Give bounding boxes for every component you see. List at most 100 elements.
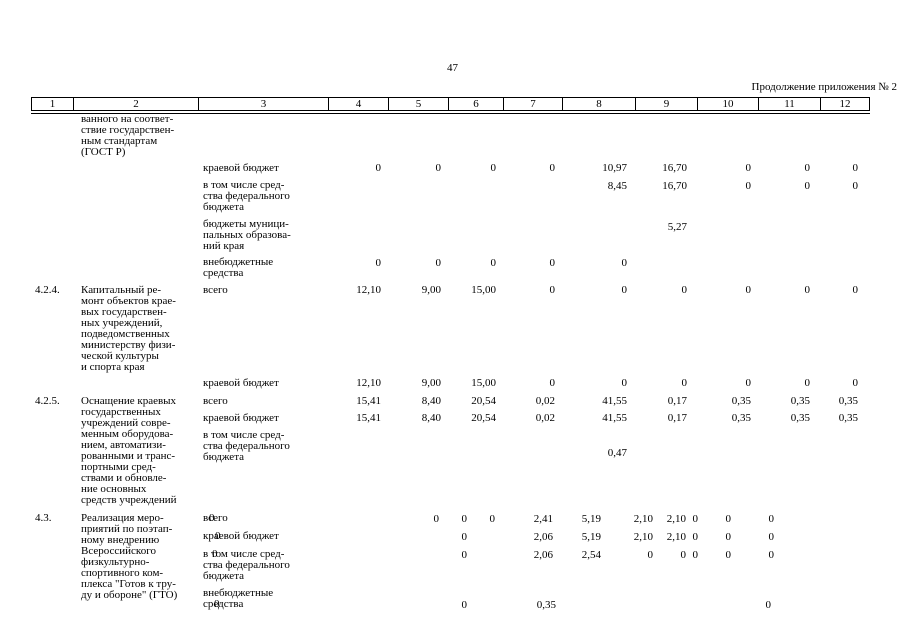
section-description-line: Капитальный ре- <box>81 284 162 296</box>
value-cell: 0,17 <box>667 395 687 407</box>
value-cell: 0 <box>725 513 732 525</box>
value-cell: 0 <box>549 162 556 174</box>
section-description-line: рованными и транс- <box>81 450 176 462</box>
section-description-line: подведомственных <box>81 328 170 340</box>
value-cell: 16,70 <box>662 180 687 192</box>
section-description-line: (ГОСТ Р) <box>81 146 126 158</box>
row-label-line: бюджета <box>203 201 245 213</box>
section-description-line: нием, автоматизи- <box>81 439 166 451</box>
value-cell: 0,02 <box>535 412 555 424</box>
header-col-2: 2 <box>73 97 198 111</box>
row-label-line: всего <box>203 395 228 407</box>
value-cell: 0 <box>435 162 442 174</box>
value-cell: 16,70 <box>662 162 687 174</box>
row-label-line: ства федерального <box>203 559 290 571</box>
value-cell: 0,17 <box>667 412 687 424</box>
continuation-note: Продолжение приложения № 2 <box>751 81 897 93</box>
value-cell: 0,35 <box>838 395 858 407</box>
value-cell: 0 <box>680 549 687 561</box>
value-cell: 0,35 <box>731 395 751 407</box>
row-label-line: краевой бюджет <box>203 412 279 424</box>
value-cell: 0,35 <box>731 412 751 424</box>
value-cell: 0 <box>461 531 468 543</box>
header-col-7: 7 <box>503 97 562 111</box>
value-cell: 2,10 <box>633 531 653 543</box>
row-label-line: бюджета <box>203 570 245 582</box>
header-col-8: 8 <box>562 97 635 111</box>
section-description-line: монт объектов крае- <box>81 295 176 307</box>
row-label-line: всего <box>203 512 228 524</box>
artifact-zero: 0 <box>215 530 221 542</box>
value-cell: 0 <box>725 531 732 543</box>
section-description-line: физкультурно- <box>81 556 150 568</box>
value-cell: 15,41 <box>356 412 381 424</box>
row-label-line: в том числе сред- <box>203 548 285 560</box>
value-cell: 0 <box>745 377 752 389</box>
value-cell: 0 <box>621 377 628 389</box>
section-description-line: ду и обороне" (ГТО) <box>81 589 178 601</box>
section-description-line: спортивного ком- <box>81 567 164 579</box>
value-cell: 41,55 <box>602 395 627 407</box>
section-description-line: министерству физи- <box>81 339 176 351</box>
value-cell: 0 <box>681 377 688 389</box>
value-cell: 0 <box>852 377 859 389</box>
value-cell: 0,35 <box>536 599 556 611</box>
section-description-line: ние основных <box>81 483 147 495</box>
artifact-zero: 0 <box>214 598 220 610</box>
table-header-underline <box>31 113 870 114</box>
section-description-line: ным стандартам <box>81 135 158 147</box>
value-cell: 20,54 <box>471 395 496 407</box>
section-code: 4.2.4. <box>35 284 60 296</box>
value-cell: 8,40 <box>421 395 441 407</box>
value-cell: 20,54 <box>471 412 496 424</box>
section-description-line: и спорта края <box>81 361 145 373</box>
header-col-3: 3 <box>198 97 328 111</box>
value-cell: 0 <box>490 162 497 174</box>
row-label-line: в том числе сред- <box>203 429 285 441</box>
value-cell: 0 <box>745 162 752 174</box>
value-cell: 2,10 <box>666 531 686 543</box>
header-col-6: 6 <box>448 97 503 111</box>
row-label-line: средства <box>203 267 244 279</box>
row-label-line: краевой бюджет <box>203 162 279 174</box>
value-cell: 8,45 <box>607 180 627 192</box>
header-col-10: 10 <box>697 97 758 111</box>
section-description-line: менным оборудова- <box>81 428 174 440</box>
header-col-9: 9 <box>635 97 697 111</box>
value-cell: 0 <box>621 257 628 269</box>
artifact-zero: 0 <box>212 548 218 560</box>
value-cell: 0 <box>461 513 468 525</box>
value-cell: 0 <box>549 284 556 296</box>
page-number: 47 <box>447 62 458 74</box>
value-cell: 0 <box>461 549 468 561</box>
value-cell: 0 <box>852 162 859 174</box>
row-label-line: бюджета <box>203 451 245 463</box>
section-description-line: вых государствен- <box>81 306 167 318</box>
value-cell: 10,97 <box>602 162 627 174</box>
row-label-line: краевой бюджет <box>203 530 279 542</box>
row-label-line: ний края <box>203 240 245 252</box>
header-col-12: 12 <box>820 97 870 111</box>
value-cell: 0 <box>804 377 811 389</box>
value-cell: 0 <box>681 284 688 296</box>
value-cell: 5,27 <box>667 221 687 233</box>
artifact-zero: 0 <box>209 512 215 524</box>
value-cell: 0 <box>768 549 775 561</box>
value-cell: 0 <box>549 377 556 389</box>
value-cell: 0 <box>804 180 811 192</box>
value-cell: 5,19 <box>581 513 601 525</box>
section-description-line: плекса "Готов к тру- <box>81 578 176 590</box>
section-description-line: приятий по поэтап- <box>81 523 173 535</box>
section-description-line: учреждений совре- <box>81 417 171 429</box>
section-description-line: государственных <box>81 406 161 418</box>
value-cell: 0 <box>433 513 440 525</box>
section-description-line: ванного на соответ- <box>81 113 174 125</box>
value-cell: 0 <box>852 284 859 296</box>
value-cell: 0 <box>768 513 775 525</box>
value-cell: 2,10 <box>633 513 653 525</box>
value-cell: 0 <box>765 599 772 611</box>
section-code: 4.2.5. <box>35 395 60 407</box>
section-description-line: ному внедрению <box>81 534 160 546</box>
value-cell: 0,35 <box>838 412 858 424</box>
value-cell: 2,06 <box>533 549 553 561</box>
